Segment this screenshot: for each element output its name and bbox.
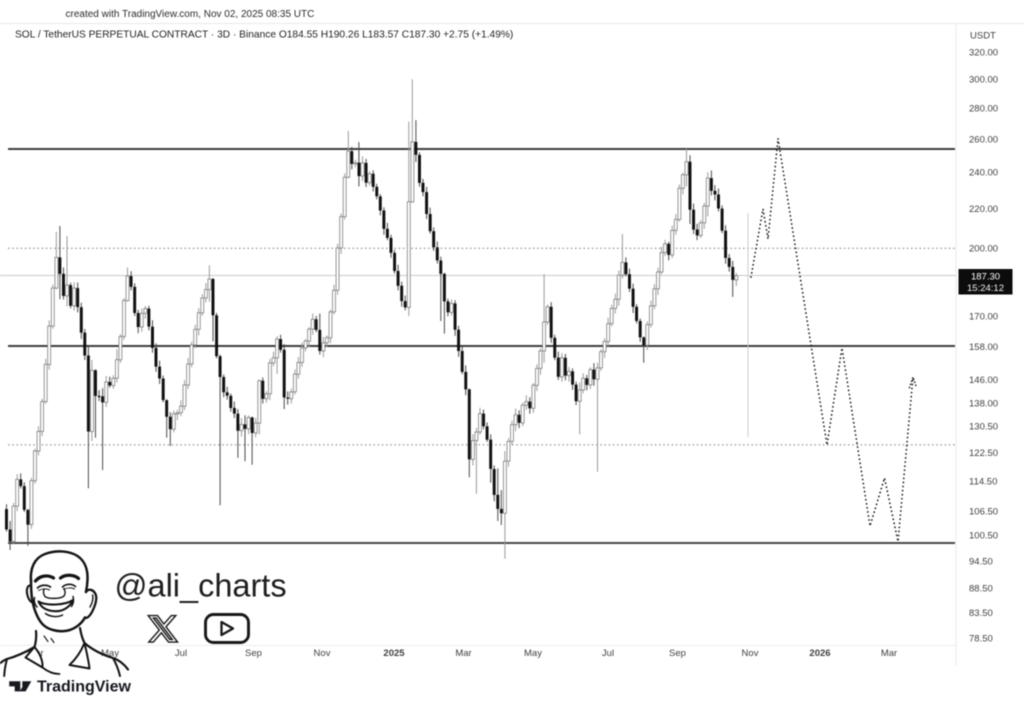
svg-text:146.00: 146.00 <box>969 375 998 386</box>
svg-text:Nov: Nov <box>742 648 759 659</box>
svg-text:Mar: Mar <box>455 648 471 659</box>
svg-text:106.50: 106.50 <box>969 507 998 518</box>
svg-text:USDT: USDT <box>970 31 996 42</box>
svg-text:created with TradingView.com,: created with TradingView.com, Nov 02, 20… <box>66 9 315 20</box>
svg-text:320.00: 320.00 <box>969 48 998 59</box>
svg-text:94.50: 94.50 <box>969 556 993 567</box>
svg-text:220.00: 220.00 <box>969 204 998 215</box>
svg-text:187.30: 187.30 <box>971 272 1000 283</box>
svg-text:May: May <box>524 648 542 659</box>
svg-text:TradingView: TradingView <box>37 678 132 695</box>
svg-text:122.50: 122.50 <box>969 448 998 459</box>
svg-text:Jul: Jul <box>175 648 187 659</box>
svg-text:2025: 2025 <box>383 648 405 659</box>
svg-text:130.50: 130.50 <box>969 422 998 433</box>
svg-text:260.00: 260.00 <box>969 134 998 145</box>
svg-text:83.50: 83.50 <box>969 608 993 619</box>
svg-text:158.00: 158.00 <box>969 342 998 353</box>
svg-text:138.00: 138.00 <box>969 398 998 409</box>
svg-text:170.00: 170.00 <box>969 312 998 323</box>
svg-text:15:24:12: 15:24:12 <box>967 283 1004 294</box>
svg-text:Mar: Mar <box>881 648 897 659</box>
svg-text:88.50: 88.50 <box>969 584 993 595</box>
svg-text:Sep: Sep <box>245 648 262 659</box>
svg-text:2026: 2026 <box>809 648 830 659</box>
svg-text:Jul: Jul <box>602 648 614 659</box>
svg-text:280.00: 280.00 <box>969 103 998 114</box>
svg-text:200.00: 200.00 <box>969 244 998 255</box>
svg-text:Nov: Nov <box>314 648 331 659</box>
svg-text:78.50: 78.50 <box>969 634 993 645</box>
svg-text:Sep: Sep <box>669 648 686 659</box>
svg-text:SOL / TetherUS PERPETUAL CONTR: SOL / TetherUS PERPETUAL CONTRACT · 3D ·… <box>15 30 513 41</box>
svg-text:100.50: 100.50 <box>969 531 998 542</box>
svg-text:@ali_charts: @ali_charts <box>115 568 287 604</box>
svg-text:May: May <box>101 648 119 659</box>
svg-text:114.50: 114.50 <box>969 476 997 487</box>
svg-text:240.00: 240.00 <box>969 168 998 179</box>
svg-text:300.00: 300.00 <box>969 75 998 86</box>
